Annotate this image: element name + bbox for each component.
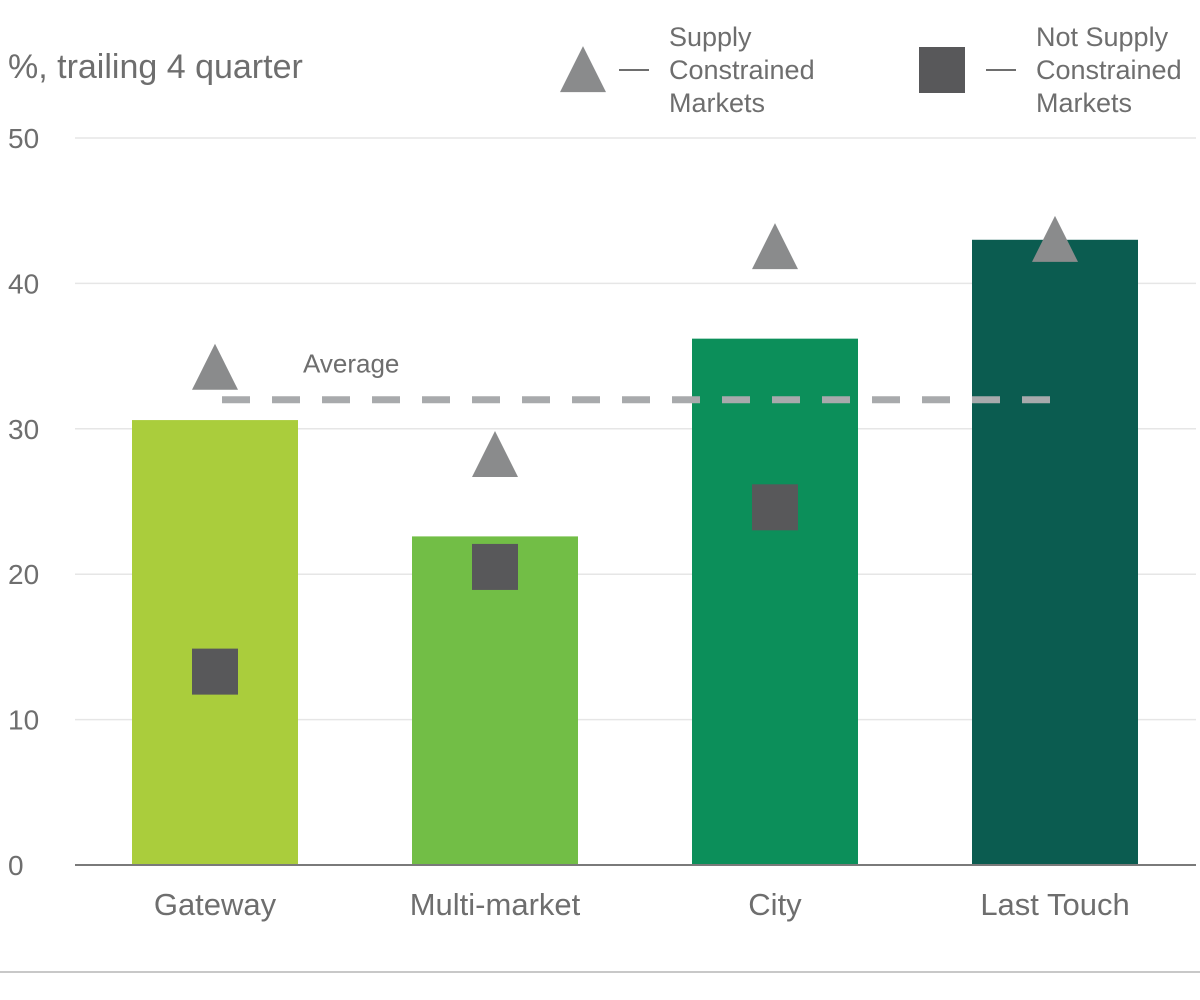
legend-square-icon: [919, 47, 965, 93]
legend-triangle-icon: [560, 46, 606, 93]
legend-label-line: Not Supply: [1036, 22, 1169, 52]
bar-gateway: [132, 420, 298, 865]
y-tick-label: 20: [8, 559, 39, 590]
average-line-group: Average: [222, 349, 1062, 404]
legend-label-line: Constrained: [1036, 55, 1182, 85]
markers: [192, 215, 1078, 695]
legend-label-line: Markets: [1036, 88, 1132, 118]
triangle-marker: [472, 431, 518, 478]
triangle-marker: [192, 343, 238, 390]
y-axis-unit-label: %, trailing 4 quarter: [8, 48, 303, 86]
x-axis-labels: Gateway Multi-market City Last Touch: [154, 887, 1130, 922]
y-axis-ticks: 0 10 20 30 40 50: [8, 123, 39, 881]
bar-city: [692, 338, 858, 866]
y-tick-label: 30: [8, 414, 39, 445]
average-label: Average: [303, 349, 399, 379]
y-tick-label: 10: [8, 705, 39, 736]
square-marker: [752, 484, 798, 531]
square-marker: [472, 543, 518, 590]
bar-last-touch: [972, 239, 1138, 865]
triangle-marker: [752, 223, 798, 270]
x-tick-label: Gateway: [154, 887, 277, 922]
legend-label-line: Markets: [669, 88, 765, 118]
y-tick-label: 50: [8, 123, 39, 154]
bar-multi-market: [412, 536, 578, 865]
y-tick-label: 40: [8, 268, 39, 299]
x-tick-label: Last Touch: [980, 887, 1129, 922]
legend-label-line: Supply: [669, 22, 752, 52]
y-tick-label: 0: [8, 850, 24, 881]
legend-label-line: Constrained: [669, 55, 815, 85]
x-tick-label: Multi-market: [410, 887, 581, 922]
triangle-marker: [1032, 215, 1078, 262]
x-tick-label: City: [748, 887, 802, 922]
square-marker: [192, 648, 238, 695]
bars: [132, 239, 1138, 866]
